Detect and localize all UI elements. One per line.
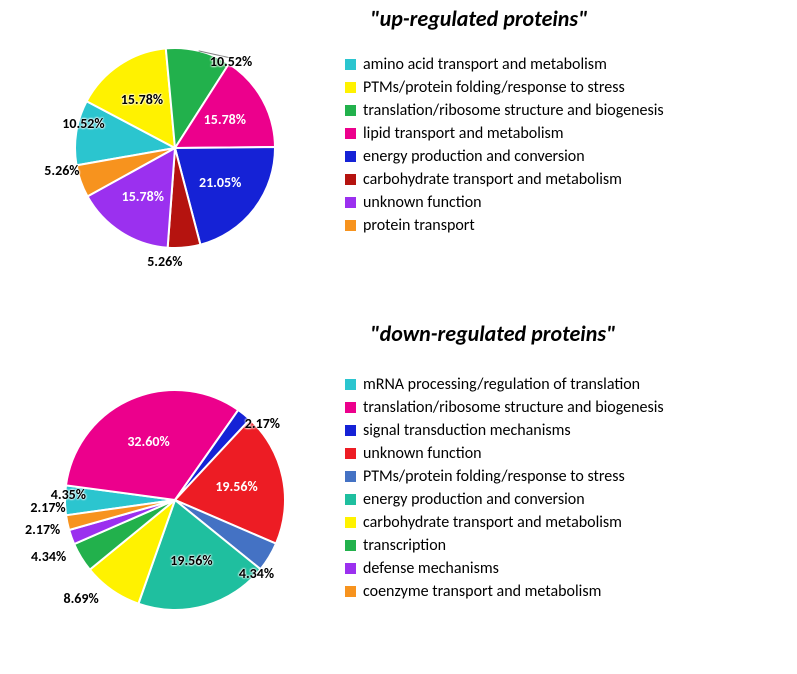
down-legend-item-mrna: mRNA processing/regulation of translatio… xyxy=(345,375,664,394)
up-legend-swatch-amino-acid xyxy=(345,59,356,70)
down-legend: mRNA processing/regulation of translatio… xyxy=(345,375,664,605)
up-legend-label-ptm: PTMs/protein folding/response to stress xyxy=(363,78,625,97)
up-legend-item-energy: energy production and conversion xyxy=(345,147,664,166)
up-pct-amino-acid: 10.52% xyxy=(61,117,105,131)
up-legend-swatch-lipid xyxy=(345,128,356,139)
up-legend-item-unknown: unknown function xyxy=(345,193,664,212)
down-title: "down-regulated proteins" xyxy=(370,320,616,347)
down-pct-signal: 2.17% xyxy=(244,417,281,431)
down-pct-carb: 8.69% xyxy=(62,592,99,606)
down-panel: "down-regulated proteins" 4.35%32.60%2.1… xyxy=(0,310,797,674)
down-legend-item-translation: translation/ribosome structure and bioge… xyxy=(345,398,664,417)
up-legend-item-ptransport: protein transport xyxy=(345,216,664,235)
down-pct-defense: 2.17% xyxy=(24,523,61,537)
down-legend-item-carb: carbohydrate transport and metabolism xyxy=(345,513,664,532)
up-pct-ptm: 15.78% xyxy=(120,93,164,107)
up-legend-swatch-unknown xyxy=(345,197,356,208)
down-legend-label-translation: translation/ribosome structure and bioge… xyxy=(363,398,664,417)
down-legend-label-ptm: PTMs/protein folding/response to stress xyxy=(363,467,625,486)
down-legend-swatch-transcrip xyxy=(345,540,356,551)
down-legend-label-carb: carbohydrate transport and metabolism xyxy=(363,513,622,532)
down-legend-swatch-translation xyxy=(345,402,356,413)
up-legend-item-carb: carbohydrate transport and metabolism xyxy=(345,170,664,189)
up-pct-ptransport: 5.26% xyxy=(43,164,80,178)
up-legend-item-ptm: PTMs/protein folding/response to stress xyxy=(345,78,664,97)
up-title: "up-regulated proteins" xyxy=(370,5,588,32)
down-legend-swatch-energy xyxy=(345,494,356,505)
up-legend-item-amino-acid: amino acid transport and metabolism xyxy=(345,55,664,74)
down-legend-label-energy: energy production and conversion xyxy=(363,490,585,509)
up-pie: 10.52% 15.78% 10.52% 15.78% 21.05% 5.26% 15.78… xyxy=(0,0,395,308)
down-legend-label-signal: signal transduction mechanisms xyxy=(363,421,571,440)
down-legend-item-signal: signal transduction mechanisms xyxy=(345,421,664,440)
up-legend-item-translation: translation/ribosome structure and bioge… xyxy=(345,101,664,120)
down-legend-label-transcrip: transcription xyxy=(363,536,446,555)
up-pct-unknown: 15.78% xyxy=(121,190,165,204)
down-legend-swatch-defense xyxy=(345,563,356,574)
down-legend-label-mrna: mRNA processing/regulation of translatio… xyxy=(363,375,640,394)
up-legend-label-carb: carbohydrate transport and metabolism xyxy=(363,170,622,189)
down-pct-coenzyme: 2.17% xyxy=(29,501,66,515)
down-pct-translation: 32.60% xyxy=(126,435,170,449)
up-legend-label-energy: energy production and conversion xyxy=(363,147,585,166)
up-pct-lipid: 15.78% xyxy=(203,113,247,127)
up-legend-label-lipid: lipid transport and metabolism xyxy=(363,124,564,143)
up-legend-swatch-translation xyxy=(345,105,356,116)
down-legend-swatch-ptm xyxy=(345,471,356,482)
up-panel: "up-regulated proteins" 10.52% 15.78% 10.5… xyxy=(0,0,797,300)
down-legend-item-coenzyme: coenzyme transport and metabolism xyxy=(345,582,664,601)
figure: "up-regulated proteins" 10.52%15.78%10.5… xyxy=(0,0,797,674)
down-legend-swatch-mrna xyxy=(345,379,356,390)
up-legend-label-translation: translation/ribosome structure and bioge… xyxy=(363,101,664,120)
down-legend-item-unknown: unknown function xyxy=(345,444,664,463)
down-legend-label-defense: defense mechanisms xyxy=(363,559,499,578)
up-pie-svg xyxy=(0,0,395,308)
down-legend-swatch-unknown xyxy=(345,448,356,459)
up-legend-label-unknown: unknown function xyxy=(363,193,482,212)
down-legend-label-unknown: unknown function xyxy=(363,444,482,463)
up-legend-label-ptransport: protein transport xyxy=(363,216,475,235)
down-pct-transcrip: 4.34% xyxy=(30,550,67,564)
up-legend: amino acid transport and metabolism PTMs/… xyxy=(345,55,664,239)
up-legend-swatch-ptm xyxy=(345,82,356,93)
up-pct-carb: 5.26% xyxy=(146,255,183,269)
up-pct-energy: 21.05% xyxy=(198,176,242,190)
down-legend-item-energy: energy production and conversion xyxy=(345,490,664,509)
down-pct-ptm: 4.34% xyxy=(238,567,275,581)
down-pct-energy: 19.56% xyxy=(169,554,213,568)
down-legend-item-defense: defense mechanisms xyxy=(345,559,664,578)
up-legend-label-amino-acid: amino acid transport and metabolism xyxy=(363,55,607,74)
up-pct-translation: 10.52% xyxy=(209,55,253,69)
up-legend-swatch-ptransport xyxy=(345,220,356,231)
up-legend-item-lipid: lipid transport and metabolism xyxy=(345,124,664,143)
down-legend-item-ptm: PTMs/protein folding/response to stress xyxy=(345,467,664,486)
down-legend-swatch-carb xyxy=(345,517,356,528)
down-legend-item-transcrip: transcription xyxy=(345,536,664,555)
up-legend-swatch-carb xyxy=(345,174,356,185)
up-legend-swatch-energy xyxy=(345,151,356,162)
down-legend-swatch-coenzyme xyxy=(345,586,356,597)
down-pct-unknown: 19.56% xyxy=(214,480,258,494)
down-legend-swatch-signal xyxy=(345,425,356,436)
down-legend-label-coenzyme: coenzyme transport and metabolism xyxy=(363,582,601,601)
